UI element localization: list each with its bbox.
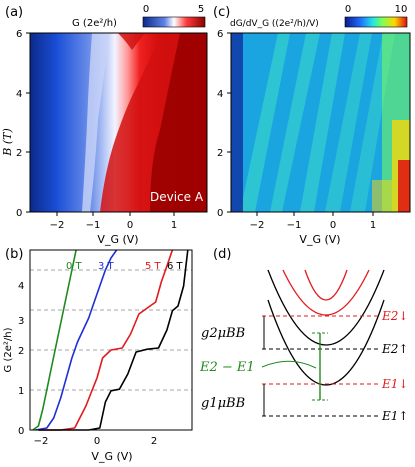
panel-c-colorbar-label: dG/dV_G ((2e²/h)/V) <box>230 19 319 29</box>
panel-b-yticks: 0 1 2 3 4 <box>18 281 24 437</box>
panel-a-colorbar <box>142 16 206 28</box>
panel-b-xtick: 0 <box>94 436 100 447</box>
panel-a-label: (a) <box>5 5 23 20</box>
panel-b-xlabel: V_G (V) <box>91 450 132 463</box>
panel-a-ytick: 4 <box>16 89 22 100</box>
series-line-3T <box>35 249 118 431</box>
panel-b-xtick: 2 <box>151 436 157 447</box>
panel-a-colorbar-label: G (2e²/h) <box>72 18 117 29</box>
panel-c-heatmap <box>231 33 410 212</box>
band-e1-up <box>267 299 385 386</box>
panel-a-heatmap <box>30 33 207 212</box>
split-label-2: g2μBB <box>201 326 245 341</box>
panel-a-frame <box>29 32 208 213</box>
panel-c-yticks: 0 2 4 6 <box>217 29 231 219</box>
series-line-0T <box>32 249 77 431</box>
panel-b-ytick: 3 <box>18 316 24 327</box>
panel-b-ytick: 2 <box>18 346 24 357</box>
panel-b-xticks: −2 0 2 <box>34 436 158 447</box>
panel-b-xtick: −2 <box>34 436 49 447</box>
panel-a-ytick: 6 <box>16 29 22 40</box>
band-e2-up <box>267 269 385 346</box>
gap-pointer <box>261 360 317 369</box>
panel-a-xtick: −2 <box>50 220 65 231</box>
panel-b-legend: 0 T 3 T 5 T 6 T <box>66 261 184 272</box>
band-e2-down-upper <box>304 269 348 301</box>
panel-a-xtick: −1 <box>86 220 101 231</box>
legend-6T: 6 T <box>167 261 184 272</box>
panel-d-label: (d) <box>213 247 231 262</box>
level-label-e2-up: E2↑ <box>381 342 408 356</box>
series-line-6T <box>38 249 189 431</box>
panel-c-label: (c) <box>213 5 230 20</box>
panel-b-ytick: 4 <box>18 281 24 292</box>
panel-b-ytick: 0 <box>18 426 24 437</box>
panel-c-xlabel: V_G (V) <box>299 233 340 246</box>
panel-a-ytick: 2 <box>16 148 22 159</box>
split-label-1: g1μBB <box>201 396 245 411</box>
panel-c-xtick: 1 <box>370 220 376 231</box>
panel-a-colorbar-tick: 0 <box>143 4 149 15</box>
level-label-e1-up: E1↑ <box>381 409 408 423</box>
level-label-e2-down: E2↓ <box>381 309 408 323</box>
panel-a-xlabel: V_G (V) <box>97 233 138 246</box>
panel-b: (b) 0 1 2 3 4 −2 0 2 V_G (V) G (2e²/h) 0… <box>3 247 193 463</box>
panel-c-colorbar-tick: 0 <box>345 4 351 15</box>
panel-c-ytick: 0 <box>217 208 223 219</box>
level-label-e1-down: E1↓ <box>381 377 408 391</box>
band-e2-down <box>282 269 370 316</box>
panel-c-ytick: 2 <box>217 148 223 159</box>
panel-a-xticks: −2 −1 0 1 <box>50 212 177 231</box>
panel-a-xtick: 1 <box>171 220 177 231</box>
panel-a-device-label: Device A <box>150 190 204 204</box>
panel-c-ytick: 6 <box>217 29 223 40</box>
legend-5T: 5 T <box>145 261 162 272</box>
legend-0T: 0 T <box>66 261 83 272</box>
panel-c-frame <box>230 32 411 213</box>
panel-c-xtick: −1 <box>287 220 302 231</box>
panel-a-ylabel: B (T) <box>1 128 14 157</box>
panel-c-colorbar <box>344 16 408 28</box>
series-line-5T <box>38 249 174 431</box>
panel-b-series <box>32 249 189 431</box>
panel-a-xtick: 0 <box>127 220 133 231</box>
gap-label: E2 − E1 <box>199 360 255 375</box>
legend-3T: 3 T <box>98 261 115 272</box>
panel-a-ytick: 0 <box>16 208 22 219</box>
panel-a: (a) 0 2 4 6 B (T) <box>1 4 208 246</box>
panel-a-colorbar-tick: 5 <box>198 4 204 15</box>
panel-c-colorbar-tick: 10 <box>395 4 408 15</box>
panel-b-label: (b) <box>5 247 23 262</box>
panel-c-xtick: −2 <box>250 220 265 231</box>
panel-b-frame <box>29 249 193 431</box>
panel-b-ylabel: G (2e²/h) <box>3 327 14 372</box>
panel-a-yticks: 0 2 4 6 <box>16 29 30 219</box>
panel-c: (c) 0 2 4 6 <box>213 4 411 246</box>
panel-d: (d) E2↓ E2↑ E1↓ E1↑ g2μBB g1μBB E2 − E1 <box>199 247 408 423</box>
panel-c-xticks: −2 −1 0 1 <box>250 212 376 231</box>
panel-c-ytick: 4 <box>217 89 223 100</box>
panel-b-ytick: 1 <box>18 386 24 397</box>
panel-c-xtick: 0 <box>330 220 336 231</box>
